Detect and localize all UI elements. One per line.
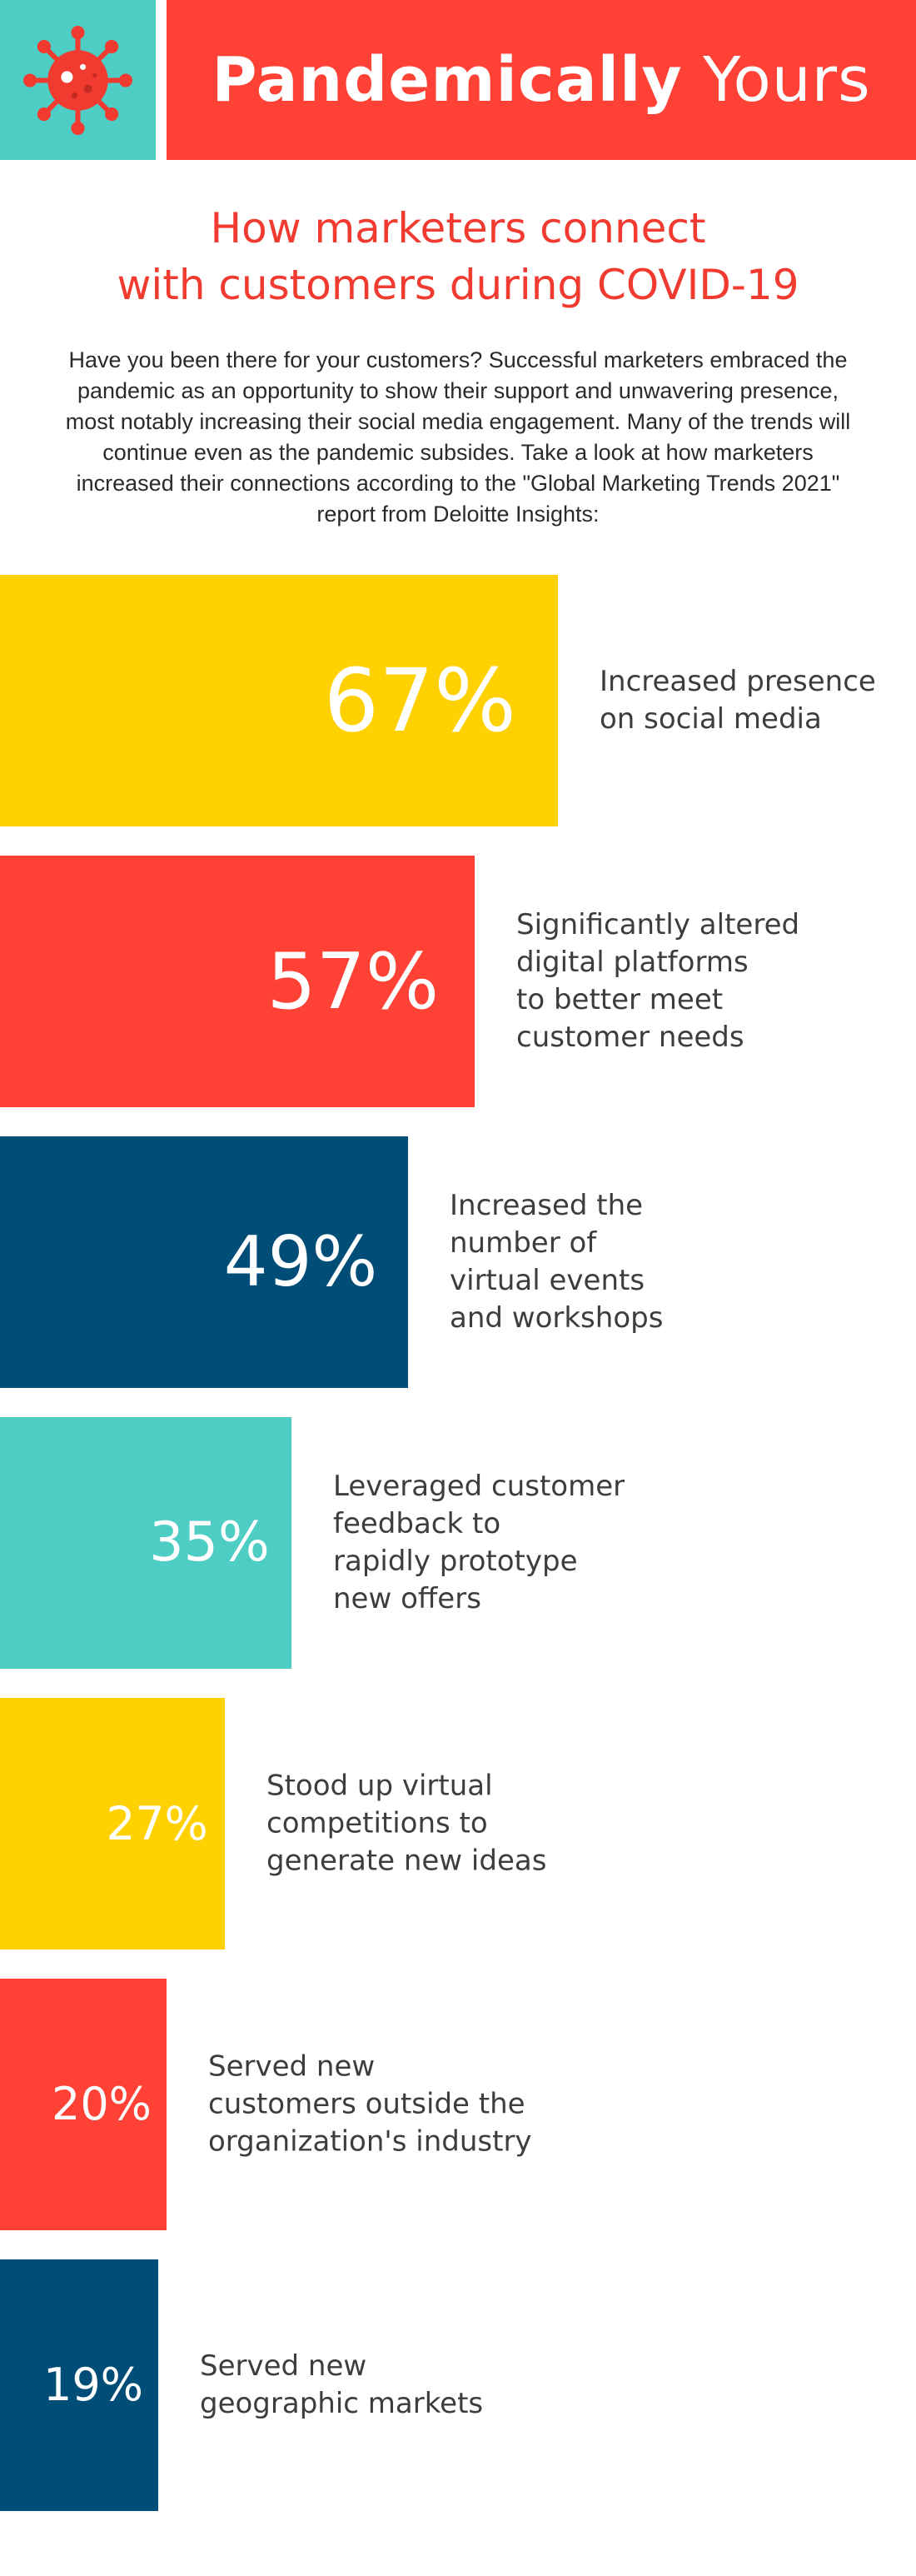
- header-icon-box: [0, 0, 156, 160]
- bar: [0, 1979, 167, 2230]
- bar-value-label: 19%: [42, 2359, 143, 2411]
- bar-category-label: Stood up virtual competitions to generate …: [266, 1769, 547, 1878]
- subtitle-line-2: with customers during COVID-19: [117, 261, 799, 309]
- bar-value-label: 57%: [266, 936, 440, 1026]
- subtitle-line-1: How marketers connect: [210, 204, 706, 252]
- bar: [0, 1136, 408, 1388]
- page-title-light: Yours: [703, 44, 871, 116]
- bar-category-label: Increased the number of virtual events and …: [450, 1189, 664, 1335]
- intro-paragraph: Have you been there for your customers? …: [65, 347, 851, 527]
- bar-value-label: 49%: [223, 1221, 378, 1302]
- bar-value-label: 35%: [149, 1511, 270, 1574]
- bar: [0, 1698, 225, 1949]
- subtitle: How marketers connect with customers dur…: [0, 200, 916, 313]
- bar: [0, 856, 475, 1107]
- bar-category-label: Increased presence on social media: [600, 665, 876, 736]
- bar-category-label: Served new geographic markets: [200, 2349, 484, 2420]
- bar: [0, 575, 558, 826]
- header-title-box: Pandemically Yours: [167, 0, 916, 160]
- bar-value-label: 67%: [323, 650, 516, 751]
- bar: [0, 2259, 158, 2511]
- bar-category-label: Significantly altered digital platforms to…: [516, 908, 800, 1054]
- bar-value-label: 27%: [106, 1797, 208, 1850]
- page-title-bold: Pandemically: [212, 44, 683, 116]
- bar-value-label: 20%: [51, 2078, 152, 2130]
- bar: [0, 1417, 291, 1669]
- bar-category-label: Served new customers outside the organizat…: [208, 2049, 532, 2159]
- virus-icon: [23, 26, 132, 135]
- bar-category-label: Leveraged customer feedback to rapidly pro…: [333, 1470, 625, 1615]
- page-title: Pandemically Yours: [212, 44, 870, 116]
